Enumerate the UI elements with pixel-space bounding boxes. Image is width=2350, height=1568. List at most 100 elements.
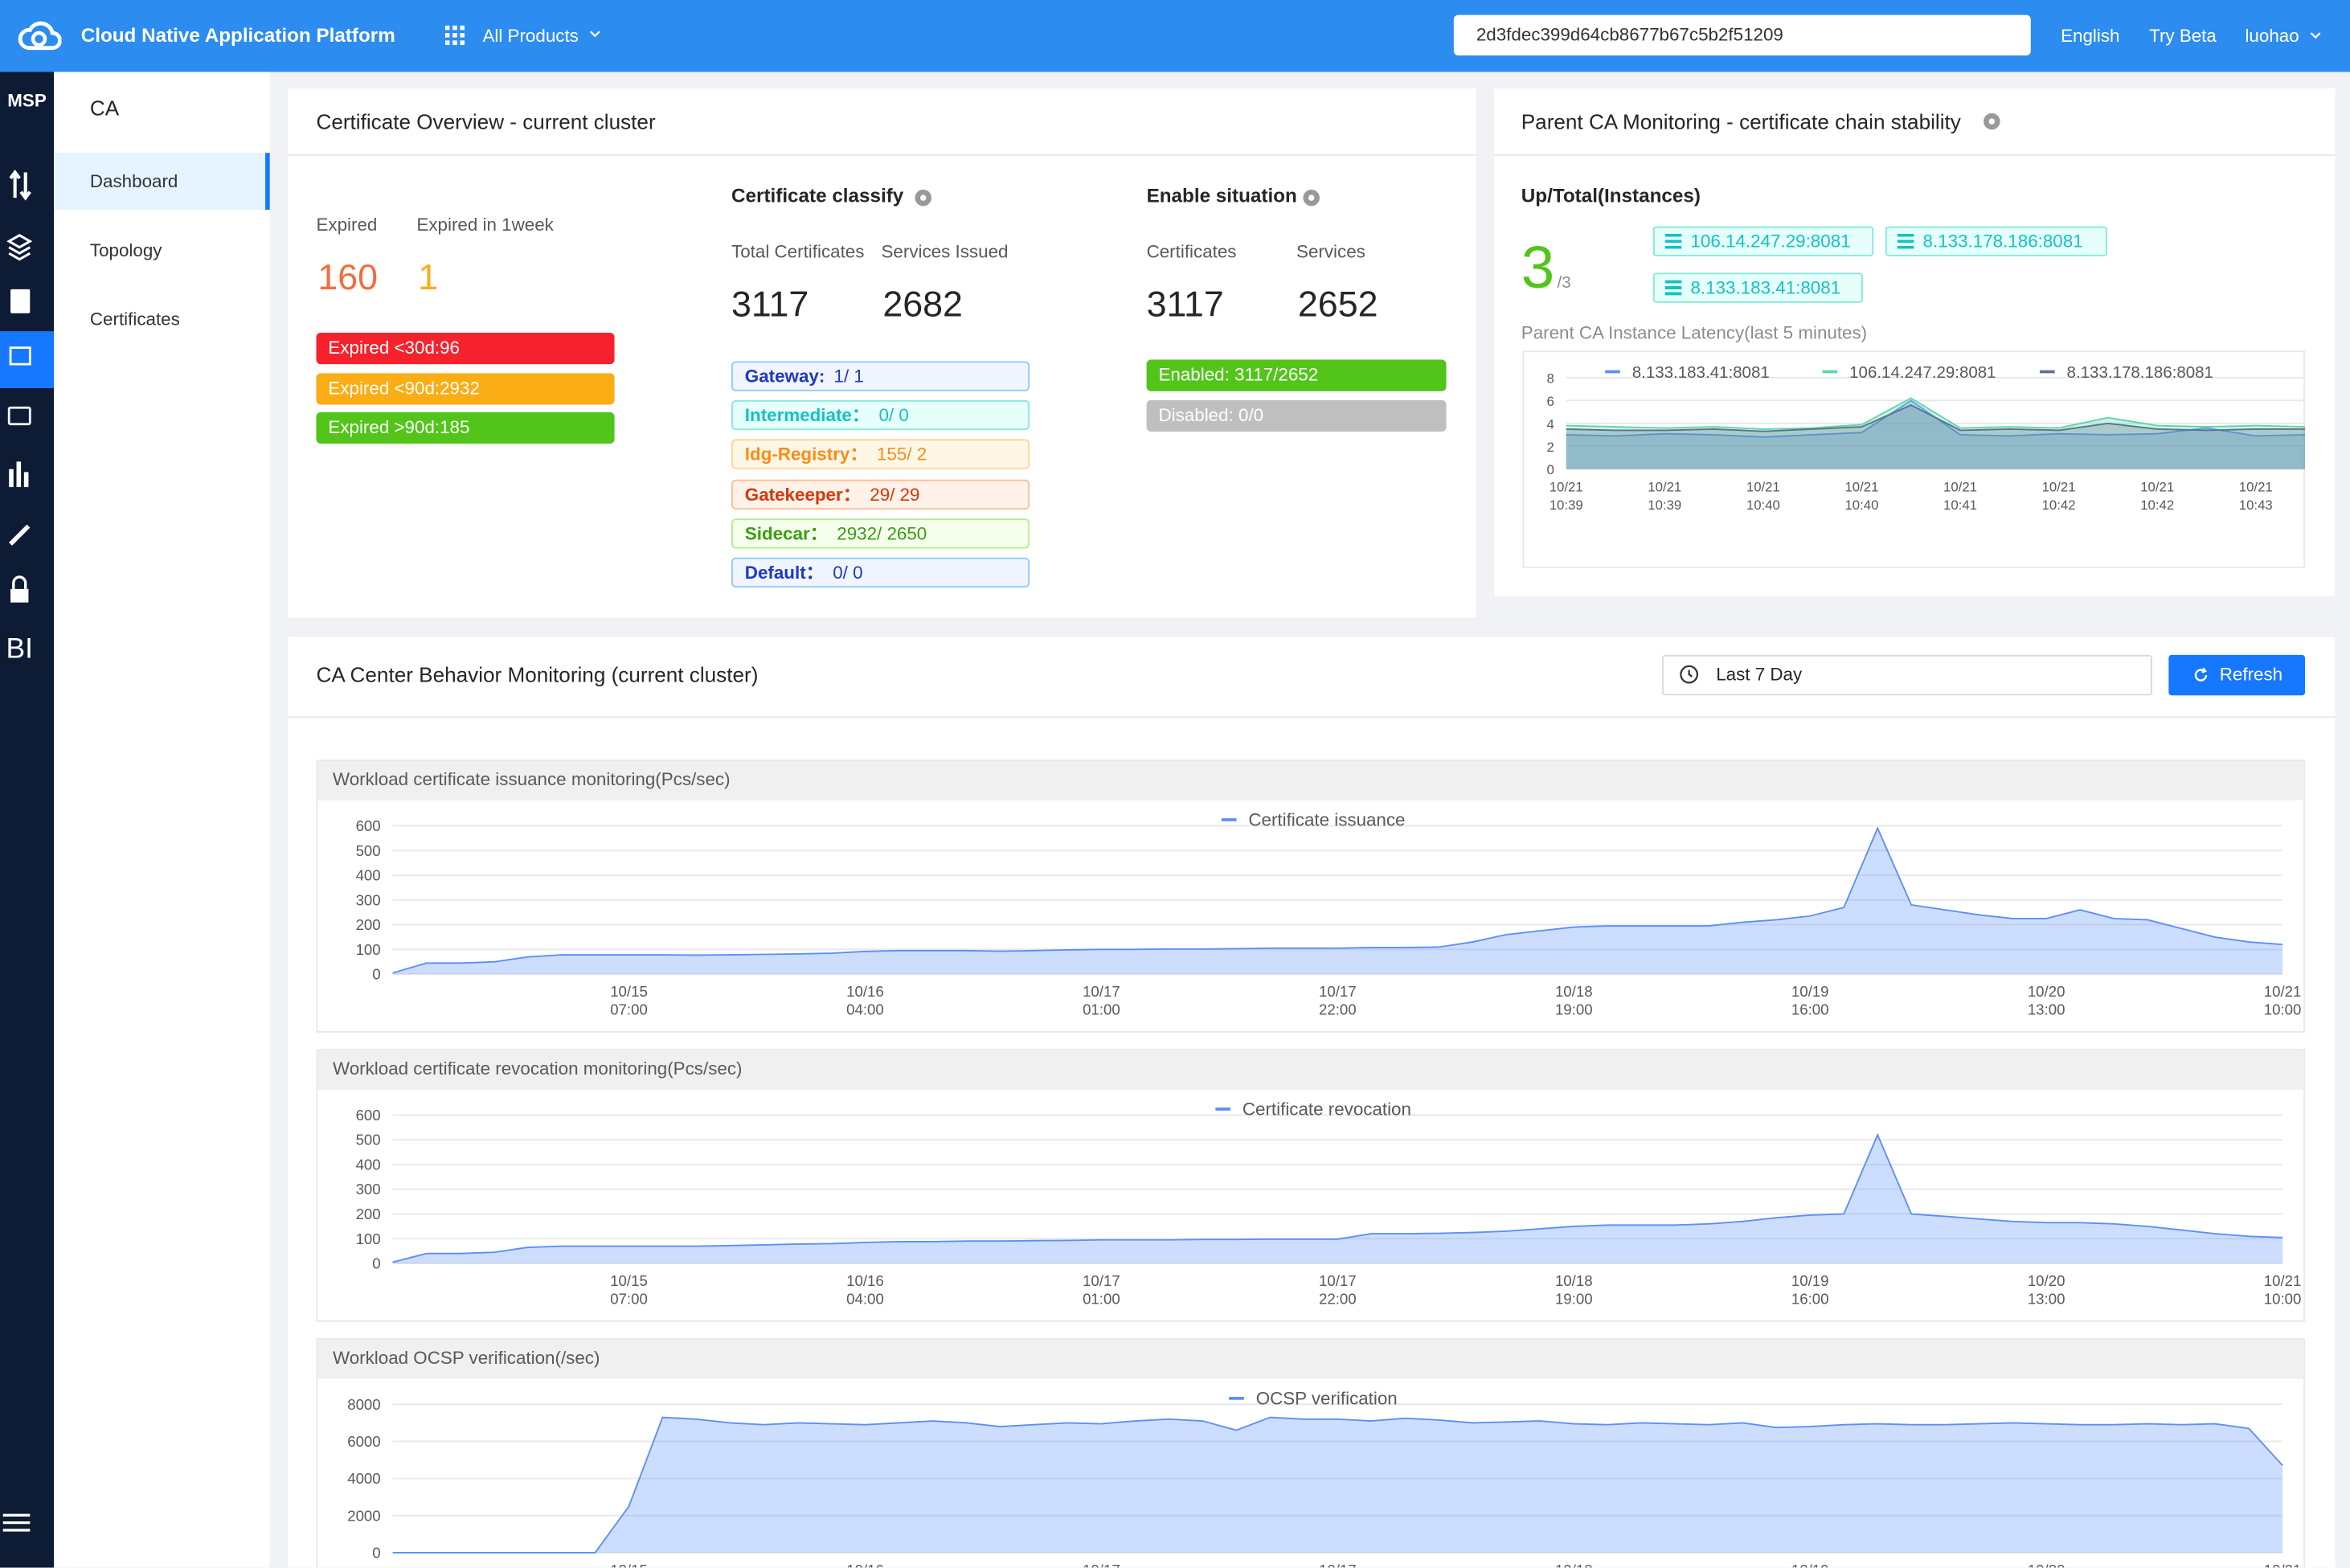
clock-icon xyxy=(1680,665,1699,684)
badge: Expired >90d:185 xyxy=(316,411,615,444)
x-tick-label: 10/21 xyxy=(2264,983,2302,1000)
menu-icon[interactable] xyxy=(0,1511,54,1535)
x-tick-label: 07:00 xyxy=(610,1001,648,1017)
x-tick-label: 10/16 xyxy=(846,983,884,1000)
x-tick-label: 10/21 xyxy=(1550,480,1583,495)
label: Services Issued xyxy=(881,241,1009,263)
x-tick-label: 10:00 xyxy=(2264,1001,2302,1017)
tag-label: Intermediate： xyxy=(744,404,870,426)
expired-count: 160 xyxy=(317,257,379,299)
try-beta[interactable]: Try Beta xyxy=(2149,25,2217,47)
refresh-button[interactable] xyxy=(2168,654,2306,696)
nav-title: CA xyxy=(89,96,120,121)
x-tick-label: 10/21 xyxy=(1746,480,1780,495)
x-tick-label: 10:00 xyxy=(2264,1290,2302,1307)
x-tick-label: 10/16 xyxy=(846,1562,884,1568)
tag-label: Sidecar： xyxy=(744,522,829,544)
x-tick-label: 13:00 xyxy=(2028,1001,2065,1017)
y-tick-label: 500 xyxy=(356,1132,381,1148)
search-input[interactable]: 2d3fdec399d64cb8677b67c5b2f51209 xyxy=(1453,14,2031,55)
x-tick-label: 10/19 xyxy=(1791,1562,1829,1568)
tag: Default： 0/ 0 xyxy=(731,557,1030,588)
chart-title: Parent CA Instance Latency(last 5 minute… xyxy=(1521,321,1868,344)
x-tick-label: 10/17 xyxy=(1083,1562,1120,1568)
chart-frame xyxy=(316,1049,2306,1322)
label: Expired in 1week xyxy=(416,214,554,235)
help-icon[interactable] xyxy=(1983,113,2000,130)
x-tick-label: 19:00 xyxy=(1555,1001,1593,1017)
x-tick-label: 22:00 xyxy=(1319,1001,1357,1017)
x-tick-label: 16:00 xyxy=(1791,1290,1829,1307)
x-tick-label: 10/18 xyxy=(1555,1272,1593,1289)
label: Certificates xyxy=(1146,241,1237,263)
x-tick-label: 10:39 xyxy=(1550,497,1583,513)
tag-value: 0/ 0 xyxy=(833,562,863,583)
chart-title: Workload certificate revocation monitori… xyxy=(332,1058,743,1079)
y-tick-label: 500 xyxy=(356,842,381,859)
x-tick-label: 10:42 xyxy=(2140,497,2174,513)
x-tick-label: 10/15 xyxy=(610,1562,648,1568)
y-tick-label: 100 xyxy=(356,941,381,958)
nav-item[interactable]: Topology xyxy=(89,239,162,261)
language[interactable]: English xyxy=(2061,25,2120,47)
tag: Gatekeeper： 29/ 29 xyxy=(731,479,1030,510)
bi-icon[interactable]: BI xyxy=(6,633,33,665)
x-tick-label: 10/18 xyxy=(1555,983,1593,1000)
legend-label: 106.14.247.29:8081 xyxy=(1849,363,1996,382)
section-title: Enable situation xyxy=(1146,184,1297,207)
tag: Gateway: 1/ 1 xyxy=(731,361,1030,391)
label: Services xyxy=(1296,241,1365,263)
nav-item[interactable]: Certificates xyxy=(89,309,180,330)
x-tick-label: 10:41 xyxy=(1943,497,1977,513)
area xyxy=(392,828,2283,975)
x-tick-label: 10:40 xyxy=(1746,497,1780,513)
user[interactable]: luohao xyxy=(2245,25,2299,47)
nav-item[interactable]: Dashboard xyxy=(89,170,178,192)
help-icon[interactable] xyxy=(1303,189,1320,207)
instance: 8.133.183.41:8081 xyxy=(1690,276,1841,299)
x-tick-label: 10/17 xyxy=(1319,1562,1357,1568)
y-tick-label: 200 xyxy=(356,916,381,933)
area xyxy=(1566,400,2306,469)
parent-ca-card xyxy=(1494,88,2336,597)
y-tick-label: 300 xyxy=(356,891,381,908)
logo xyxy=(18,21,62,51)
y-tick-label: 2000 xyxy=(347,1507,380,1524)
area xyxy=(392,1135,2283,1264)
chart-frame xyxy=(1522,350,2306,568)
x-tick-label: 10/19 xyxy=(1791,983,1829,1000)
x-tick-label: 19:00 xyxy=(1555,1290,1593,1307)
x-tick-label: 13:00 xyxy=(2028,1290,2065,1307)
x-tick-label: 04:00 xyxy=(846,1290,884,1307)
tag: Intermediate： 0/ 0 xyxy=(731,399,1030,431)
y-tick-label: 600 xyxy=(356,817,381,834)
products-menu[interactable]: All Products xyxy=(482,25,579,47)
x-tick-label: 10/21 xyxy=(1844,480,1878,495)
x-tick-label: 10/21 xyxy=(2140,480,2174,495)
x-tick-label: 10/15 xyxy=(610,1272,648,1289)
x-tick-label: 10/17 xyxy=(1319,983,1357,1000)
tag: Sidecar： 2932/ 2650 xyxy=(731,518,1030,549)
tag-label: Idg-Registry： xyxy=(744,443,868,465)
x-tick-label: 16:00 xyxy=(1791,1001,1829,1017)
y-tick-label: 200 xyxy=(356,1206,381,1222)
x-tick-label: 10/20 xyxy=(2028,1562,2065,1568)
tag-value: 155/ 2 xyxy=(876,443,927,465)
caret xyxy=(2310,32,2321,39)
tag-label: Default： xyxy=(744,562,825,583)
line xyxy=(392,826,2283,974)
help-icon[interactable] xyxy=(915,189,932,207)
apps-icon xyxy=(444,25,465,45)
chart-title: Workload certificate issuance monitoring… xyxy=(332,768,731,790)
brand[interactable]: Cloud Native Application Platform xyxy=(80,23,395,47)
y-tick-label: 8 xyxy=(1546,371,1554,386)
card-title: Certificate Overview - current cluster xyxy=(316,109,656,133)
section-title: Up/Total(Instances) xyxy=(1521,184,1701,207)
x-tick-label: 10/21 xyxy=(2042,480,2076,495)
x-tick-label: 01:00 xyxy=(1083,1001,1120,1017)
time-range[interactable] xyxy=(1662,654,2152,696)
refresh-label[interactable]: Refresh xyxy=(2219,664,2283,686)
refresh-icon xyxy=(2194,667,2208,682)
enabled-bar: Enabled: 3117/2652 xyxy=(1146,359,1447,391)
